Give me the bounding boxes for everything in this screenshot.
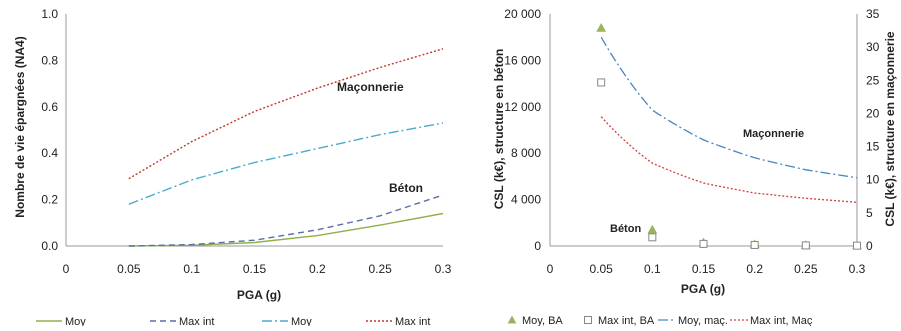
right-y-tick-label: 20 000 [504, 7, 541, 21]
left-series-line-max-int-3 [128, 48, 444, 180]
right-y2-tick-label: 15 [866, 140, 880, 154]
left-series-line-moy-2 [128, 122, 444, 205]
left-x-tick-label: 0.15 [243, 262, 267, 276]
right-x-tick-label: 0.05 [589, 262, 613, 276]
right-y-axis-label: CSL (k€), structure en béton [492, 49, 506, 209]
left-y-tick-label: 1.0 [41, 7, 58, 21]
right-x-tick-label: 0.1 [644, 262, 661, 276]
right-annotation-beton: Béton [610, 223, 641, 235]
right-y2-tick-label: 35 [866, 7, 880, 21]
left-y-tick-label: 0.8 [41, 53, 58, 67]
right-legend-swatch [584, 316, 592, 324]
left-x-tick-label: 0.2 [309, 262, 326, 276]
left-x-tick-label: 0 [63, 262, 70, 276]
right-series-line-max-int-ma [600, 116, 858, 203]
left-series-line-moy-0 [128, 212, 444, 247]
right-y-tick-label: 16 000 [504, 53, 541, 67]
right-chart: 0 4 000 8 000 12 000 16 000 20 000 0 5 10 15 20 25… [492, 7, 897, 327]
left-legend-label: Max int [395, 316, 430, 326]
right-point-max-int-ba [699, 239, 708, 248]
right-x-tick-label: 0.25 [794, 262, 818, 276]
right-series [596, 22, 862, 250]
right-y2-tick-label: 25 [866, 73, 880, 87]
left-legend-label: Moy [291, 316, 312, 326]
right-x-tick-label: 0.2 [746, 262, 763, 276]
right-legend: Moy, BA Max int, BA Moy, maç. Max int, Maç [507, 315, 813, 327]
right-point-max-int-ba [853, 241, 861, 250]
right-y-tick-label: 4 000 [511, 193, 541, 207]
right-y2-tick-label: 5 [866, 206, 873, 220]
left-legend-label: Max int [179, 316, 214, 326]
right-y2-tick-label: 30 [866, 40, 880, 54]
right-x-tick-label: 0.3 [849, 262, 866, 276]
left-series-line-max-int-1 [128, 194, 444, 247]
left-y-tick-label: 0.0 [41, 239, 58, 253]
right-point-moy-ba [596, 22, 607, 32]
left-y-tick-label: 0.6 [41, 100, 58, 114]
left-annotation-beton: Béton [389, 181, 423, 195]
right-y2-tick-label: 20 [866, 106, 880, 120]
right-point-max-int-ba [750, 240, 759, 249]
left-legend-label: Moy [65, 316, 86, 326]
right-x-tick-label: 0 [547, 262, 554, 276]
left-x-tick-label: 0.05 [117, 262, 141, 276]
left-x-tick-label: 0.3 [435, 262, 452, 276]
left-legend: Moy Max int Moy Max int [36, 316, 430, 328]
right-y2-ticks: 0 5 10 15 20 25 30 35 [866, 7, 880, 253]
left-y-ticks: 0.0 0.2 0.4 0.6 0.8 1.0 [41, 7, 58, 253]
right-legend-label: Max int, Maç [750, 315, 813, 326]
right-legend-swatch [507, 315, 517, 324]
right-point-max-int-ba [648, 233, 657, 242]
left-annotation-maconnerie: Maçonnerie [337, 80, 404, 94]
right-legend-label: Moy, BA [522, 315, 563, 326]
right-y-ticks: 0 4 000 8 000 12 000 16 000 20 000 [504, 7, 541, 253]
left-chart: 0.0 0.2 0.4 0.6 0.8 1.0 0 0.05 0.1 0.15 0.2 0.25 0.… [13, 7, 452, 328]
right-y2-axis-label: CSL (k€), structure en maçonnerie [883, 31, 897, 226]
right-x-axis-label: PGA (g) [681, 282, 725, 296]
left-y-axis-label: Nombre de vie épargnées (NA4) [13, 36, 27, 217]
left-y-tick-label: 0.4 [41, 146, 58, 160]
right-series-line-moy-ma [600, 36, 858, 179]
right-annotation-maconnerie: Maçonnerie [743, 128, 804, 140]
right-y2-tick-label: 0 [866, 239, 873, 253]
left-x-axis-label: PGA (g) [237, 288, 281, 302]
left-x-tick-label: 0.1 [183, 262, 200, 276]
right-y2-tick-label: 10 [866, 173, 880, 187]
left-x-ticks: 0 0.05 0.1 0.15 0.2 0.25 0.3 [63, 262, 452, 276]
right-x-ticks: 0 0.05 0.1 0.15 0.2 0.25 0.3 [547, 262, 866, 276]
right-point-max-int-ba [597, 78, 606, 87]
right-legend-label: Max int, BA [598, 315, 655, 326]
left-x-tick-label: 0.25 [368, 262, 392, 276]
right-point-moy-ba [647, 224, 658, 234]
right-point-max-int-ba [801, 241, 810, 250]
right-y-tick-label: 0 [534, 239, 541, 253]
right-legend-label: Moy, maç. [678, 315, 728, 326]
right-y-tick-label: 12 000 [504, 100, 541, 114]
left-y-tick-label: 0.2 [41, 193, 58, 207]
right-x-tick-label: 0.15 [692, 262, 716, 276]
right-y-tick-label: 8 000 [511, 146, 541, 160]
left-series [128, 48, 444, 247]
